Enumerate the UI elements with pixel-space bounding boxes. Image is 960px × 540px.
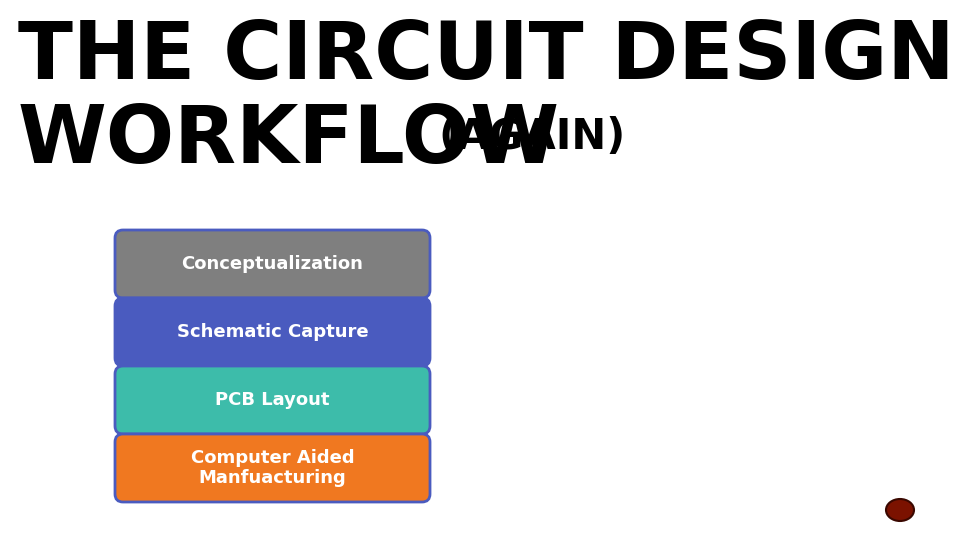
FancyBboxPatch shape (115, 230, 430, 298)
Text: Schematic Capture: Schematic Capture (177, 323, 369, 341)
Ellipse shape (886, 499, 914, 521)
FancyBboxPatch shape (115, 298, 430, 366)
Text: (AGAIN): (AGAIN) (438, 116, 625, 158)
FancyBboxPatch shape (115, 434, 430, 502)
Text: PCB Layout: PCB Layout (215, 391, 329, 409)
Text: WORKFLOW: WORKFLOW (18, 102, 560, 180)
Text: Computer Aided
Manfuacturing: Computer Aided Manfuacturing (191, 449, 354, 488)
FancyBboxPatch shape (115, 366, 430, 434)
Text: Conceptualization: Conceptualization (181, 255, 364, 273)
Text: THE CIRCUIT DESIGN: THE CIRCUIT DESIGN (18, 18, 954, 96)
